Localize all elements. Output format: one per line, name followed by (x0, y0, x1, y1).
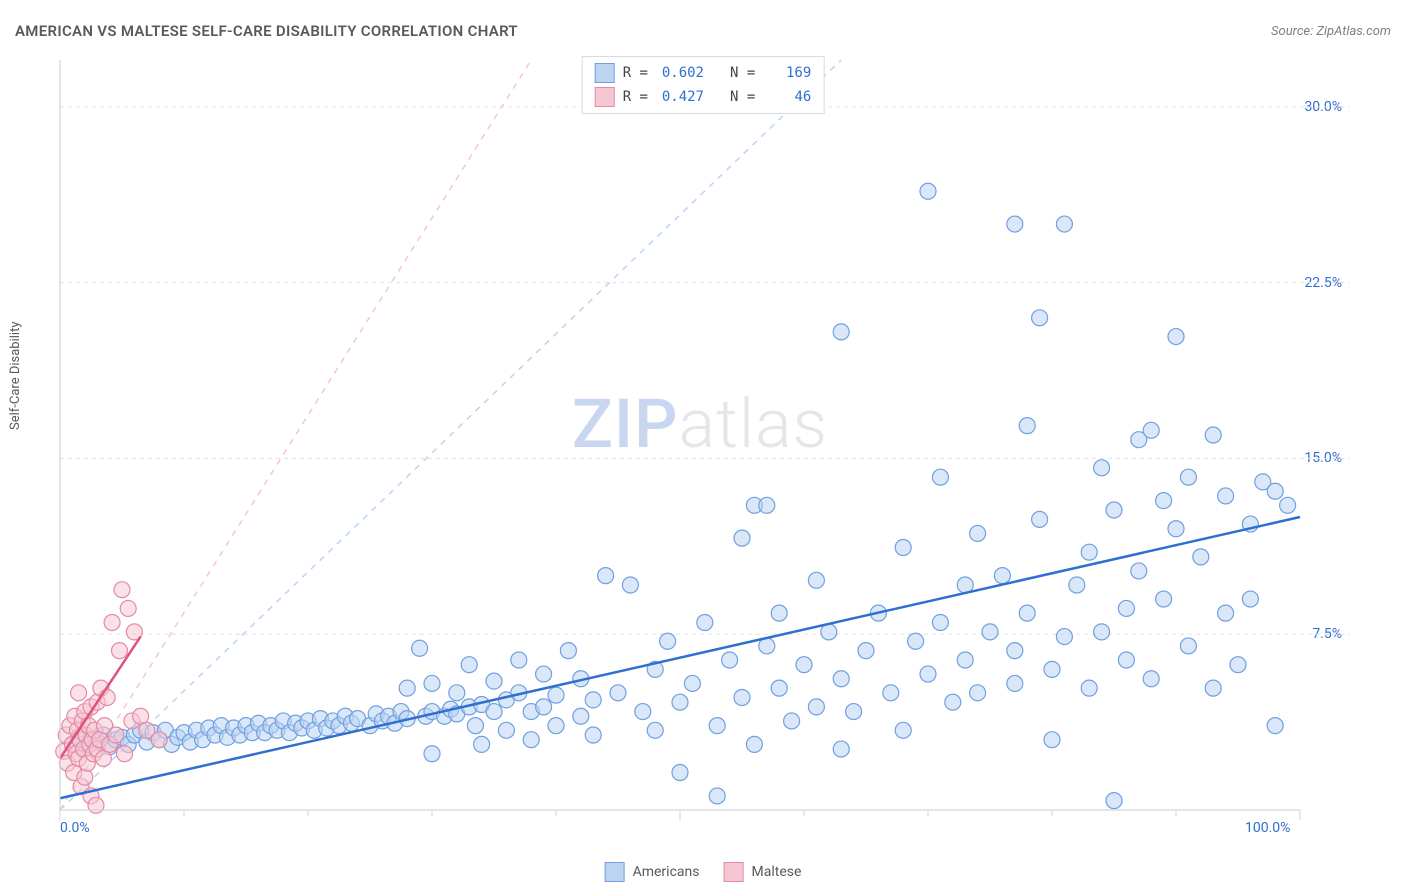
swatch-americans (605, 862, 625, 882)
n-label: N = (730, 65, 755, 81)
correlation-legend: R = 0.602 N = 169 R = 0.427 N = 46 (582, 56, 825, 114)
legend-item-americans: Americans (605, 862, 700, 882)
chart-area: ZIPatlas 7.5%15.0%22.5%30.0% 0.0%100.0% (50, 50, 1350, 830)
swatch-maltese (723, 862, 743, 882)
r-value: 0.427 (656, 89, 704, 105)
legend-item-maltese: Maltese (723, 862, 801, 882)
scatter-plot (50, 50, 1350, 830)
r-label: R = (623, 89, 648, 105)
r-value: 0.602 (656, 65, 704, 81)
series-legend: Americans Maltese (605, 862, 802, 882)
swatch-americans (595, 63, 615, 83)
r-label: R = (623, 65, 648, 81)
legend-row-maltese: R = 0.427 N = 46 (595, 85, 812, 109)
y-axis-label: Self-Care Disability (8, 322, 23, 430)
n-value: 169 (763, 65, 811, 81)
source-attribution: Source: ZipAtlas.com (1271, 24, 1391, 39)
legend-label: Americans (633, 864, 700, 880)
legend-row-americans: R = 0.602 N = 169 (595, 61, 812, 85)
n-label: N = (730, 89, 755, 105)
swatch-maltese (595, 87, 615, 107)
n-value: 46 (763, 89, 811, 105)
legend-label: Maltese (751, 864, 801, 880)
chart-title: AMERICAN VS MALTESE SELF-CARE DISABILITY… (15, 22, 518, 40)
